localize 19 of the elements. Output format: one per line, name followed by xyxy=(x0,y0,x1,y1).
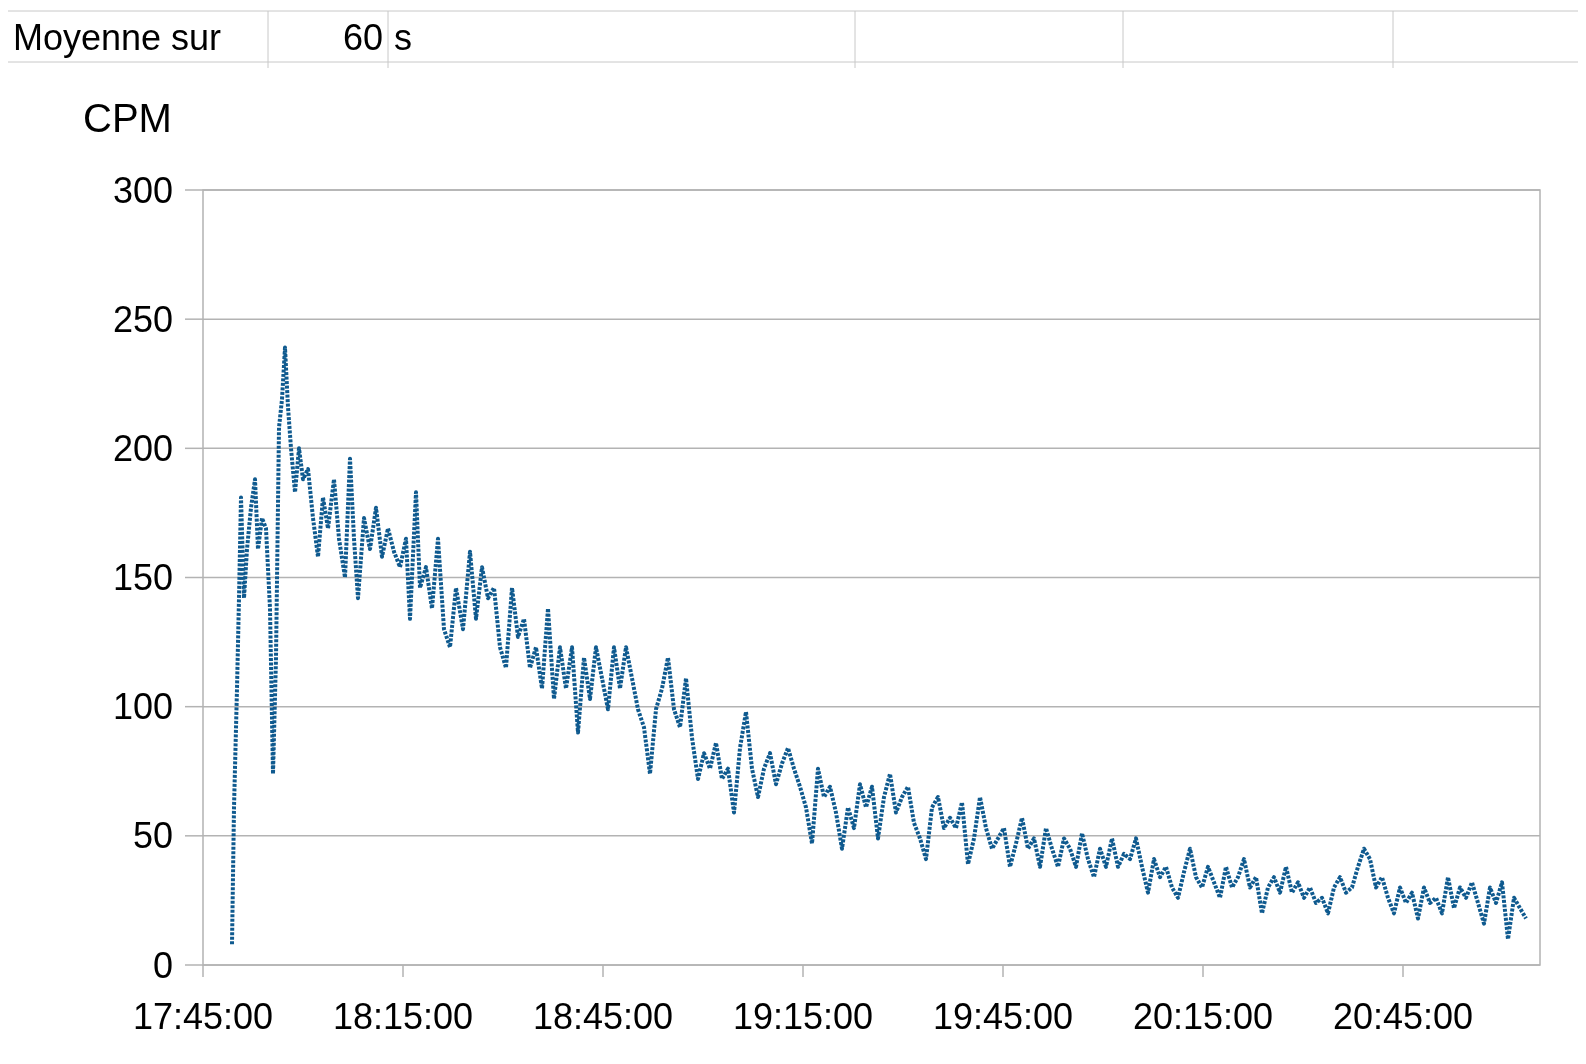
y-tick-label: 250 xyxy=(112,298,173,340)
text: s xyxy=(394,17,412,58)
text: Moyenne sur xyxy=(13,17,222,58)
y-tick-label: 100 xyxy=(112,686,173,728)
x-tick-label: 18:45:00 xyxy=(532,996,674,1037)
x-tick-label: 17:45:00 xyxy=(132,996,274,1037)
y-tick-label: 200 xyxy=(112,427,173,469)
y-tick-label: 0 xyxy=(152,944,173,986)
y-axis-title: CPM xyxy=(83,96,172,140)
y-tick-label: 50 xyxy=(132,815,173,857)
line-series xyxy=(230,345,1528,947)
x-tick-label: 20:45:00 xyxy=(1332,996,1474,1037)
y-tick-label: 150 xyxy=(112,557,173,599)
text: 60 xyxy=(342,17,383,58)
x-tick-label: 18:15:00 xyxy=(332,996,474,1037)
x-tick-label: 19:15:00 xyxy=(732,996,874,1037)
x-tick-label: 19:45:00 xyxy=(932,996,1074,1037)
y-tick-label: 300 xyxy=(112,169,173,211)
x-tick-label: 20:15:00 xyxy=(1132,996,1274,1037)
